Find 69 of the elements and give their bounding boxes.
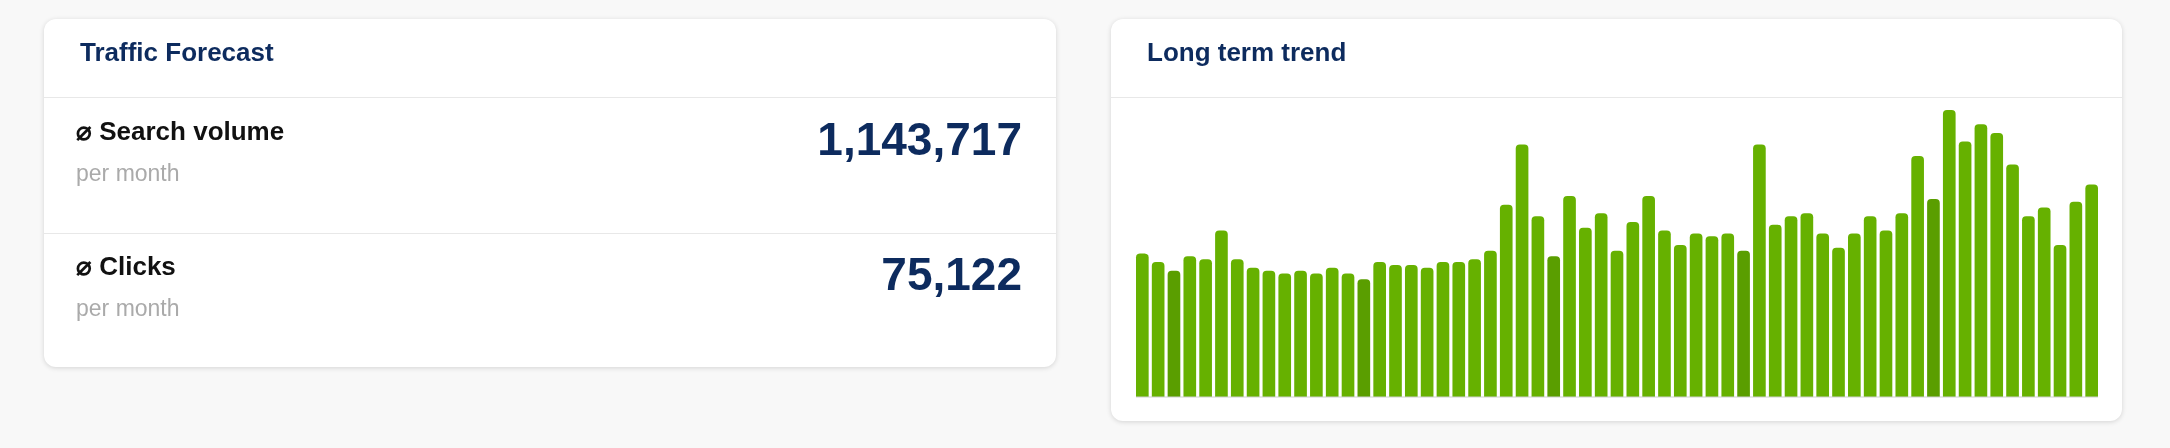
text: Traffic Forecast xyxy=(80,37,274,68)
bar xyxy=(1610,250,1624,397)
bar xyxy=(1294,270,1307,397)
bar xyxy=(1151,262,1165,397)
bar xyxy=(1136,253,1149,397)
bar xyxy=(1183,256,1197,397)
bar xyxy=(1816,233,1830,397)
bar xyxy=(1310,273,1323,397)
text: per month xyxy=(76,295,180,322)
bar xyxy=(1958,141,1972,397)
bar xyxy=(1911,155,1924,397)
bar xyxy=(1848,233,1861,397)
bar xyxy=(1784,216,1798,397)
bar xyxy=(1563,196,1576,397)
bar xyxy=(1990,132,2004,397)
bar xyxy=(1341,273,1355,397)
bar xyxy=(1942,110,1956,397)
bar xyxy=(1895,213,1909,397)
chart-title: Long term trend xyxy=(1147,37,1347,68)
bar xyxy=(1357,279,1371,397)
bar xyxy=(1673,244,1687,397)
bar xyxy=(1768,224,1782,397)
bar xyxy=(2022,216,2035,397)
bar xyxy=(2085,184,2098,397)
bar xyxy=(1974,124,1988,397)
bar xyxy=(2069,201,2083,397)
bar xyxy=(1215,230,1228,397)
text: per month xyxy=(76,160,180,187)
bar xyxy=(1832,247,1845,397)
bar xyxy=(1373,262,1386,397)
bar xyxy=(1389,264,1402,397)
bar xyxy=(1753,144,1766,397)
bar xyxy=(1230,259,1244,397)
bar xyxy=(1879,230,1893,397)
bar xyxy=(1278,273,1292,397)
bar xyxy=(1737,250,1750,397)
bar xyxy=(1515,144,1529,397)
bar xyxy=(2037,207,2051,397)
bar xyxy=(1594,213,1608,397)
text: 1,143,717 xyxy=(817,113,1022,165)
bar xyxy=(1420,267,1434,397)
bar xyxy=(1199,259,1212,397)
bar xyxy=(1642,196,1655,397)
bar xyxy=(2006,164,2019,397)
text: 75,122 xyxy=(881,248,1022,300)
bar xyxy=(1626,221,1640,397)
bar xyxy=(1262,270,1276,397)
bar xyxy=(1468,259,1481,397)
bar xyxy=(1404,264,1418,397)
bar xyxy=(1927,198,1940,397)
bar xyxy=(1452,262,1466,397)
bar xyxy=(1658,230,1671,397)
bar xyxy=(1484,250,1497,397)
bar xyxy=(1689,233,1703,397)
bar xyxy=(1499,204,1513,397)
bar xyxy=(1246,267,1260,397)
bar xyxy=(1800,213,1814,397)
bar xyxy=(1579,227,1592,397)
bar xyxy=(1531,216,1545,397)
bar xyxy=(1436,262,1450,397)
bar xyxy=(1167,270,1181,397)
bar xyxy=(1547,256,1561,397)
bar xyxy=(1325,267,1339,397)
bar xyxy=(2053,244,2067,397)
bar xyxy=(1863,216,1877,397)
category-label: ⌀ Clicks xyxy=(76,251,176,282)
bar xyxy=(1705,236,1719,397)
bar xyxy=(1721,233,1735,397)
category-label: ⌀ Search volume xyxy=(76,116,285,147)
